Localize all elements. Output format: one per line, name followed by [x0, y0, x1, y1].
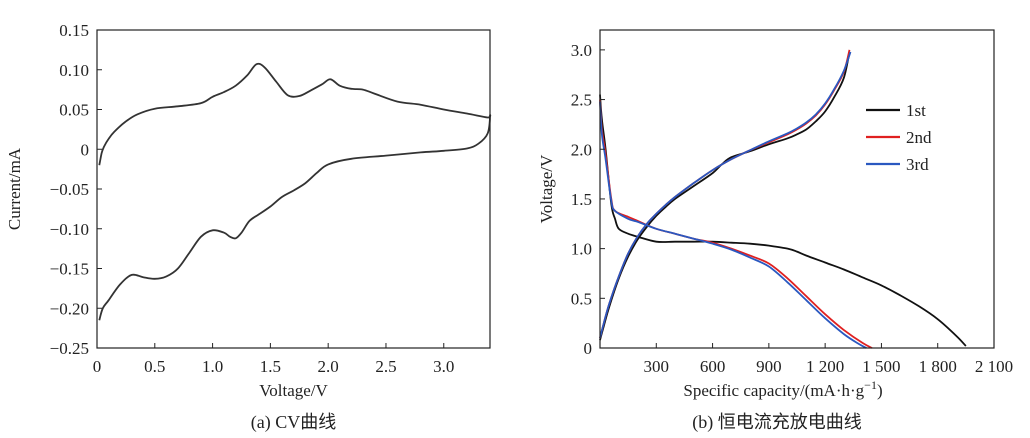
cv-y-tick-label: 0.10	[59, 61, 89, 80]
gcd-curves	[599, 49, 967, 349]
gcd-series-1st-discharge-line	[599, 94, 967, 347]
gcd-caption: (b) 恒电流充放电曲线	[692, 412, 862, 433]
gcd-x-tick-label: 2 100	[975, 357, 1013, 376]
gcd-x-tick-label: 1 800	[919, 357, 957, 376]
cv-y-tick-label: −0.10	[50, 220, 89, 239]
gcd-series-3rd-discharge-line	[599, 101, 867, 349]
gcd-y-tick-label: 0.5	[571, 289, 592, 308]
cv-x-tick-label: 1.0	[202, 357, 223, 376]
cv-y-tick-label: −0.20	[50, 299, 89, 318]
gcd-x-tick-label: 600	[700, 357, 726, 376]
cv-x-axis-label: Voltage/V	[259, 381, 328, 400]
gcd-y-tick-label: 2.0	[571, 140, 592, 159]
gcd-x-axis-label-main: Specific capacity/(mA·h·g	[683, 381, 864, 400]
cv-caption: (a) CV曲线	[251, 412, 336, 433]
cv-y-tick-label: 0	[81, 140, 90, 159]
cv-y-tick-label: −0.25	[50, 339, 89, 358]
cv-curves	[98, 62, 492, 321]
gcd-y-tick-label: 3.0	[571, 41, 592, 60]
gcd-legend: 1st 2nd 3rd	[866, 101, 932, 174]
gcd-series-2nd-charge-line	[599, 49, 851, 339]
cv-series-line	[98, 62, 492, 321]
cv-y-ticks: −0.25 −0.20 −0.15 −0.10 −0.05 0 0.05 0.10 0.15	[50, 21, 102, 358]
gcd-y-tick-label: 0	[584, 339, 593, 358]
gcd-x-tick-label: 900	[756, 357, 782, 376]
gcd-y-ticks: 0 0.5 1.0 1.5 2.0 2.5 3.0	[571, 41, 605, 358]
cv-panel: 0 0.5 1.0 1.5 2.0 2.5 3.0 −0.25 −0.20 −0.15 −0.10…	[5, 21, 492, 433]
cv-x-tick-label: 3.0	[433, 357, 454, 376]
gcd-x-tick-label: 1 500	[862, 357, 900, 376]
cv-x-tick-label: 2.0	[318, 357, 339, 376]
gcd-x-axis-label-sup: −1	[864, 378, 877, 392]
gcd-legend-label: 2nd	[906, 128, 932, 147]
cv-y-tick-label: 0.15	[59, 21, 89, 40]
gcd-legend-label: 1st	[906, 101, 926, 120]
gcd-y-tick-label: 1.5	[571, 190, 592, 209]
cv-x-tick-label: 0	[93, 357, 102, 376]
gcd-y-axis-label: Voltage/V	[537, 154, 556, 223]
gcd-y-tick-label: 2.5	[571, 91, 592, 110]
cv-plot-frame	[96, 29, 491, 349]
cv-x-tick-label: 1.5	[260, 357, 281, 376]
gcd-x-tick-label: 1 200	[806, 357, 844, 376]
cv-y-tick-label: 0.05	[59, 101, 89, 120]
gcd-series-3rd-charge-line	[599, 51, 852, 339]
gcd-legend-label: 3rd	[906, 155, 929, 174]
gcd-y-tick-label: 1.0	[571, 240, 592, 259]
gcd-plot-frame	[599, 29, 995, 349]
cv-y-axis-label: Current/mA	[5, 147, 24, 230]
cv-y-tick-label: −0.15	[50, 260, 89, 279]
gcd-panel: 300 600 900 1 200 1 500 1 800 2 100 0 0.5 1.0 1.5…	[537, 29, 1013, 433]
cv-x-tick-label: 2.5	[375, 357, 396, 376]
cv-x-tick-label: 0.5	[144, 357, 165, 376]
gcd-x-axis-label-tail: )	[877, 381, 883, 400]
gcd-x-axis-label: Specific capacity/(mA·h·g−1)	[683, 378, 882, 400]
gcd-x-tick-label: 300	[644, 357, 670, 376]
gcd-x-ticks: 300 600 900 1 200 1 500 1 800 2 100	[644, 343, 1013, 376]
cv-y-tick-label: −0.05	[50, 180, 89, 199]
gcd-series-1st-charge-line	[599, 51, 851, 341]
cv-x-ticks: 0 0.5 1.0 1.5 2.0 2.5 3.0	[93, 343, 454, 376]
